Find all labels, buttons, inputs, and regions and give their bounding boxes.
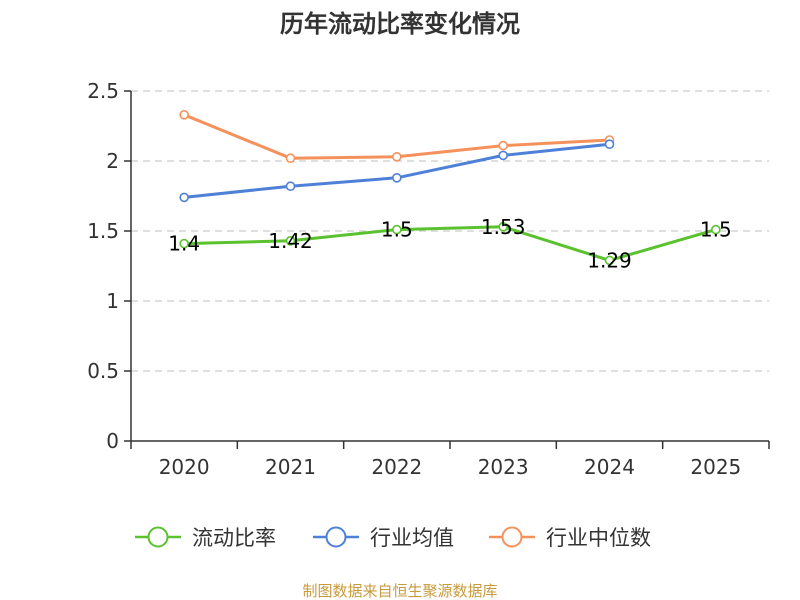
source-note: 制图数据来自恒生聚源数据库 [302,582,497,600]
data-point[interactable] [392,173,402,183]
legend[interactable]: 流动比率 行业均值 行业中位数 [135,526,651,550]
chart-title: 历年流动比率变化情况 [280,10,520,38]
legend-item[interactable]: 流动比率 [135,526,276,550]
data-label: 1.53 [481,215,526,239]
y-tick-label: 1.5 [87,219,119,243]
legend-label: 行业中位数 [546,526,651,550]
data-point[interactable] [285,236,296,246]
axes: 0 0.5 1 1.5 2 2.5 2020 2021 2022 2023 2024 2025 [87,79,770,479]
data-point[interactable] [285,181,296,191]
data-point[interactable] [498,222,508,232]
data-point[interactable] [711,224,721,235]
data-point[interactable] [285,153,296,163]
data-point[interactable] [498,150,508,161]
y-tick-label: 0.5 [87,359,119,383]
x-tick-label: 2021 [265,455,316,479]
legend-item[interactable]: 行业均值 [313,526,454,550]
y-tick-label: 2 [106,149,119,173]
y-tick-label: 0 [106,429,119,453]
x-tick-label: 2022 [371,455,422,479]
data-point[interactable] [179,192,189,203]
data-point[interactable] [179,110,189,120]
y-tick-label: 1 [106,289,119,313]
data-point[interactable] [392,152,402,162]
legend-marker [325,526,347,548]
legend-marker [147,526,169,548]
series-line [182,225,718,262]
data-label: 1.42 [268,229,313,253]
series-layer [179,110,721,266]
x-tick-label: 2025 [690,455,741,479]
legend-item[interactable]: 行业中位数 [489,526,651,550]
legend-label: 行业均值 [370,526,454,550]
data-point[interactable] [604,139,615,149]
data-point[interactable] [392,224,402,235]
data-label: 1.5 [381,218,413,242]
x-tick-label: 2023 [478,455,529,479]
data-label: 1.4 [168,232,200,256]
data-labels: 1.4 1.42 1.5 1.53 1.29 1.5 [168,215,731,273]
y-tick-label: 2.5 [87,79,119,103]
data-point[interactable] [604,255,615,266]
legend-marker [501,526,523,548]
data-point[interactable] [179,238,189,249]
data-label: 1.5 [700,218,732,242]
legend-label: 流动比率 [192,526,276,550]
data-point[interactable] [498,140,508,151]
x-tick-label: 2024 [584,455,635,479]
x-tick-label: 2020 [159,455,210,479]
data-label: 1.29 [587,248,632,272]
grid-lines [131,90,769,372]
